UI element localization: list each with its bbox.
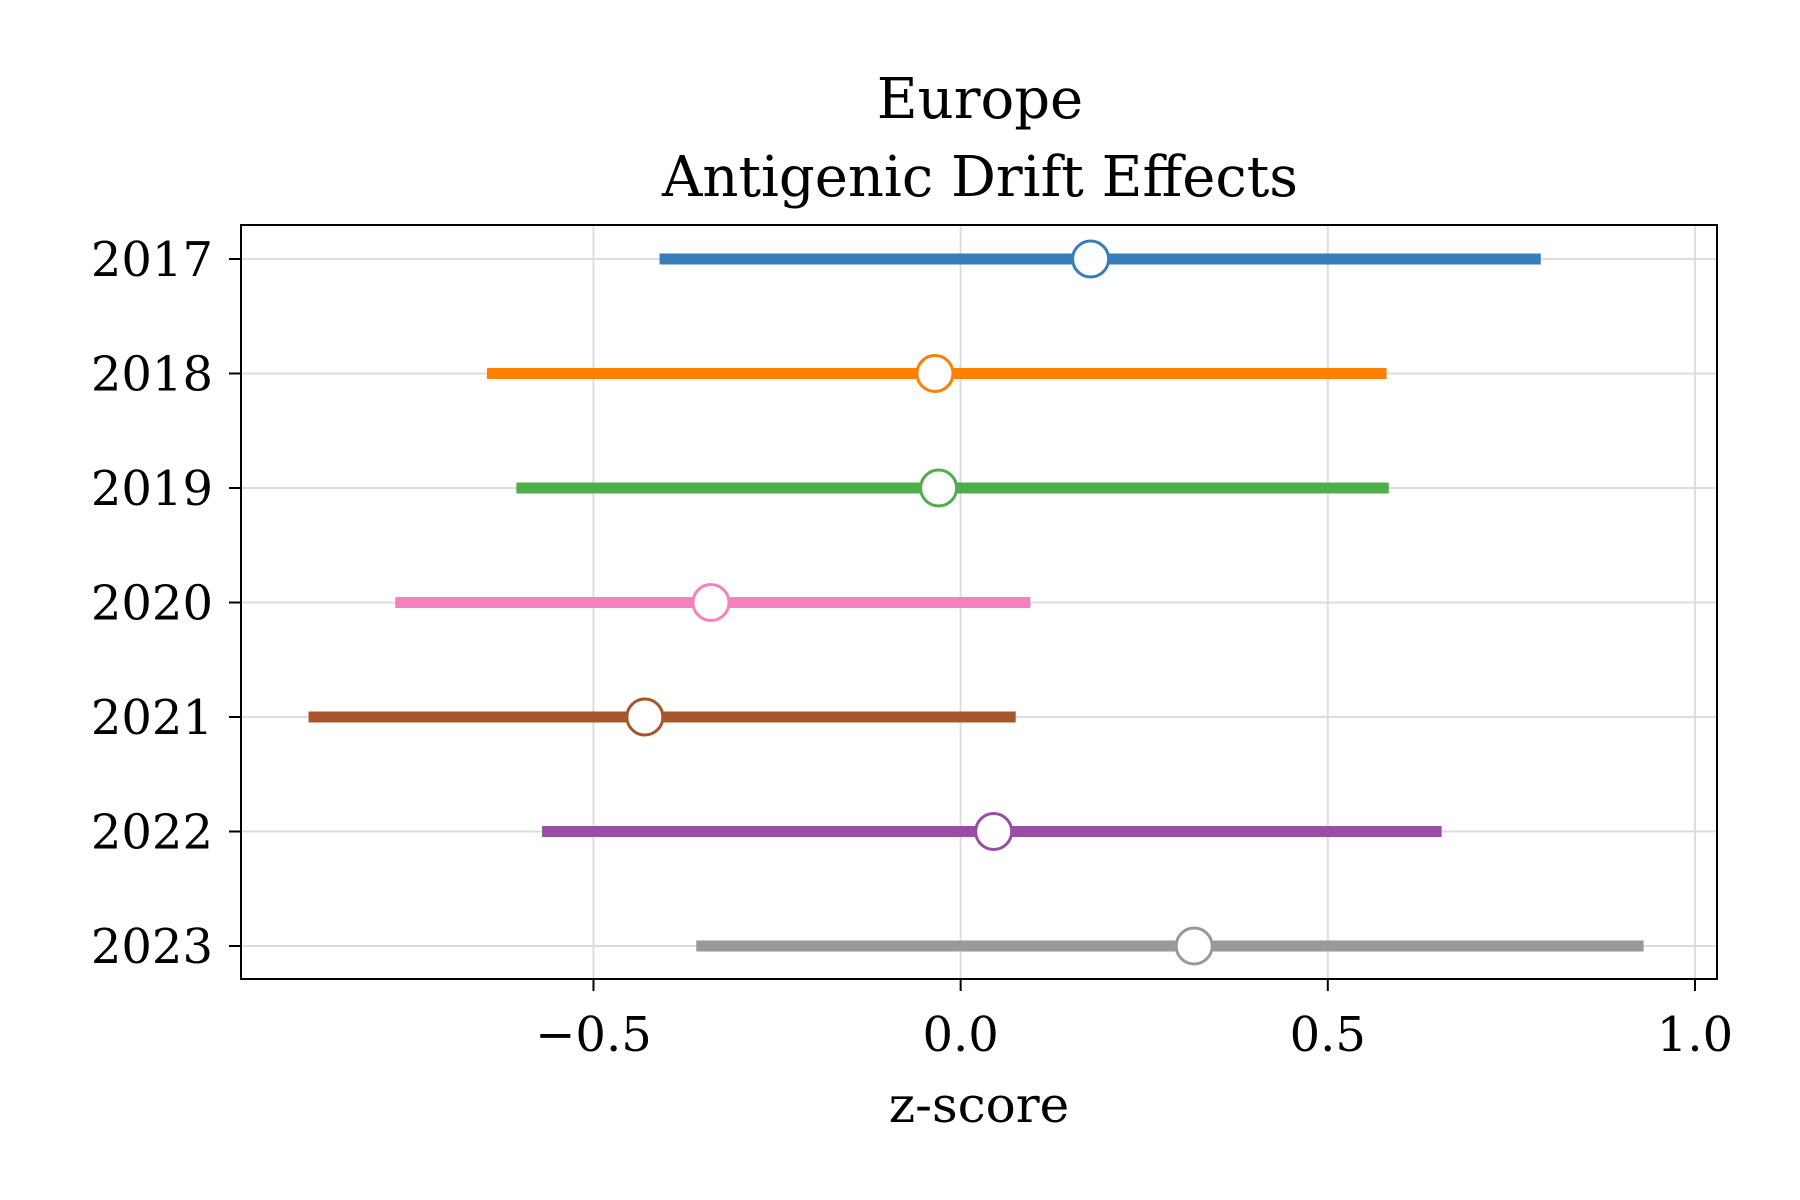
plot-marks [308,239,1644,966]
y-tick-label: 2023 [91,919,213,975]
x-tick-label: 0.0 [922,1007,998,1063]
axes: −0.5 0.0 0.5 1.0 2017 2018 2019 2020 2021 2022 202… [91,232,1733,1063]
chart-subtitle: Antigenic Drift Effects [661,145,1298,210]
y-tick-label: 2020 [91,576,213,632]
y-tick-label: 2017 [91,232,213,288]
x-axis-label: z-score [889,1076,1070,1134]
y-tick-label: 2022 [91,805,213,861]
point-estimate-2017 [1071,239,1111,279]
point-estimate-2023 [1174,926,1214,966]
y-tick-label: 2019 [91,461,213,517]
point-estimate-2018 [915,354,955,393]
point-estimate-2019 [919,468,959,508]
point-estimate-2021 [625,697,665,737]
y-tick-label: 2018 [91,347,213,403]
x-tick-label: −0.5 [535,1007,652,1063]
x-tick-label: 0.5 [1290,1007,1366,1063]
point-estimate-2020 [691,583,731,622]
y-tick-label: 2021 [91,690,213,746]
chart-title: Europe [877,67,1083,132]
point-estimate-2022 [974,812,1014,851]
x-tick-label: 1.0 [1657,1007,1733,1063]
